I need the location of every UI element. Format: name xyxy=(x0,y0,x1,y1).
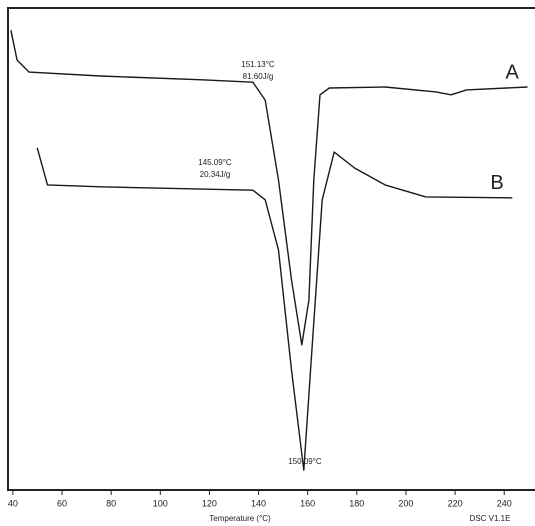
x-tick-label: 60 xyxy=(57,498,67,508)
plot-frame xyxy=(7,7,535,491)
x-tick-label: 180 xyxy=(349,498,364,508)
x-tick-label: 220 xyxy=(448,498,463,508)
x-tick-label: 240 xyxy=(497,498,512,508)
x-tick-label: 160 xyxy=(300,498,315,508)
x-tick-label: 200 xyxy=(398,498,413,508)
x-tick-label: 140 xyxy=(251,498,266,508)
curve xyxy=(10,30,528,346)
curve-label: A xyxy=(506,61,520,83)
x-tick-label: 80 xyxy=(106,498,116,508)
x-tick-label: 40 xyxy=(8,498,18,508)
annotation: 81.60J/g xyxy=(243,72,274,81)
annotation: 150.09°C xyxy=(288,457,322,466)
x-tick-label: 120 xyxy=(202,498,217,508)
curve xyxy=(36,147,513,471)
curve-label: B xyxy=(490,172,503,194)
annotation: 151.13°C xyxy=(241,60,275,69)
annotation: 20.34J/g xyxy=(200,170,231,179)
x-tick-label: 100 xyxy=(153,498,168,508)
annotation: 145.09°C xyxy=(198,158,232,167)
x-axis-label: Temperature (°C) xyxy=(209,514,271,523)
footer: DSC V1.1E xyxy=(470,514,511,523)
